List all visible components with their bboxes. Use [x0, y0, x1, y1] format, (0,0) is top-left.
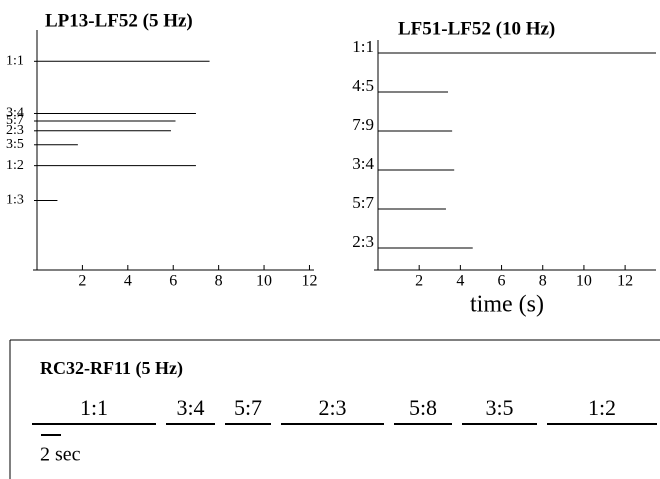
x-tick-label: 12 [301, 273, 317, 290]
segment-label: 3:4 [176, 395, 204, 420]
scale-bar-label: 2 sec [40, 444, 81, 466]
y-category-label: 3:4 [352, 154, 374, 173]
x-tick-label: 6 [498, 273, 506, 290]
x-tick-label: 8 [539, 273, 547, 290]
segment-label: 5:8 [409, 395, 437, 420]
y-tick-label: 3:4 [6, 106, 24, 121]
segment-label: 1:2 [588, 395, 616, 420]
x-tick-label: 10 [576, 273, 592, 290]
x-axis-label: time (s) [470, 292, 544, 318]
x-tick-label: 6 [169, 273, 177, 290]
x-tick-label: 12 [617, 273, 633, 290]
x-tick-label: 10 [256, 273, 272, 290]
y-tick-label: 1:2 [6, 158, 24, 173]
segment-label: 2:3 [318, 395, 346, 420]
y-category-label: 1:1 [352, 37, 374, 56]
x-tick-label: 2 [78, 273, 86, 290]
y-category-label: 2:3 [352, 232, 374, 251]
segment-label: 5:7 [234, 395, 262, 420]
x-tick-label: 4 [456, 273, 464, 290]
y-tick-label: 1:3 [6, 193, 24, 208]
chart-title: LF51-LF52 (10 Hz) [398, 18, 555, 39]
chart-title: RC32-RF11 (5 Hz) [40, 358, 183, 379]
segment-label: 1:1 [80, 395, 108, 420]
y-category-label: 4:5 [352, 76, 374, 95]
chart-title: LP13-LF52 (5 Hz) [45, 10, 193, 31]
x-tick-label: 2 [415, 273, 423, 290]
y-category-label: 5:7 [352, 193, 374, 212]
segment-label: 3:5 [485, 395, 513, 420]
x-tick-label: 4 [124, 273, 132, 290]
y-tick-label: 2:3 [6, 123, 24, 138]
y-category-label: 7:9 [352, 115, 374, 134]
x-tick-label: 8 [215, 273, 223, 290]
y-tick-label: 5:7 [6, 113, 24, 128]
y-tick-label: 1:1 [6, 54, 24, 69]
y-tick-label: 3:5 [6, 137, 24, 152]
